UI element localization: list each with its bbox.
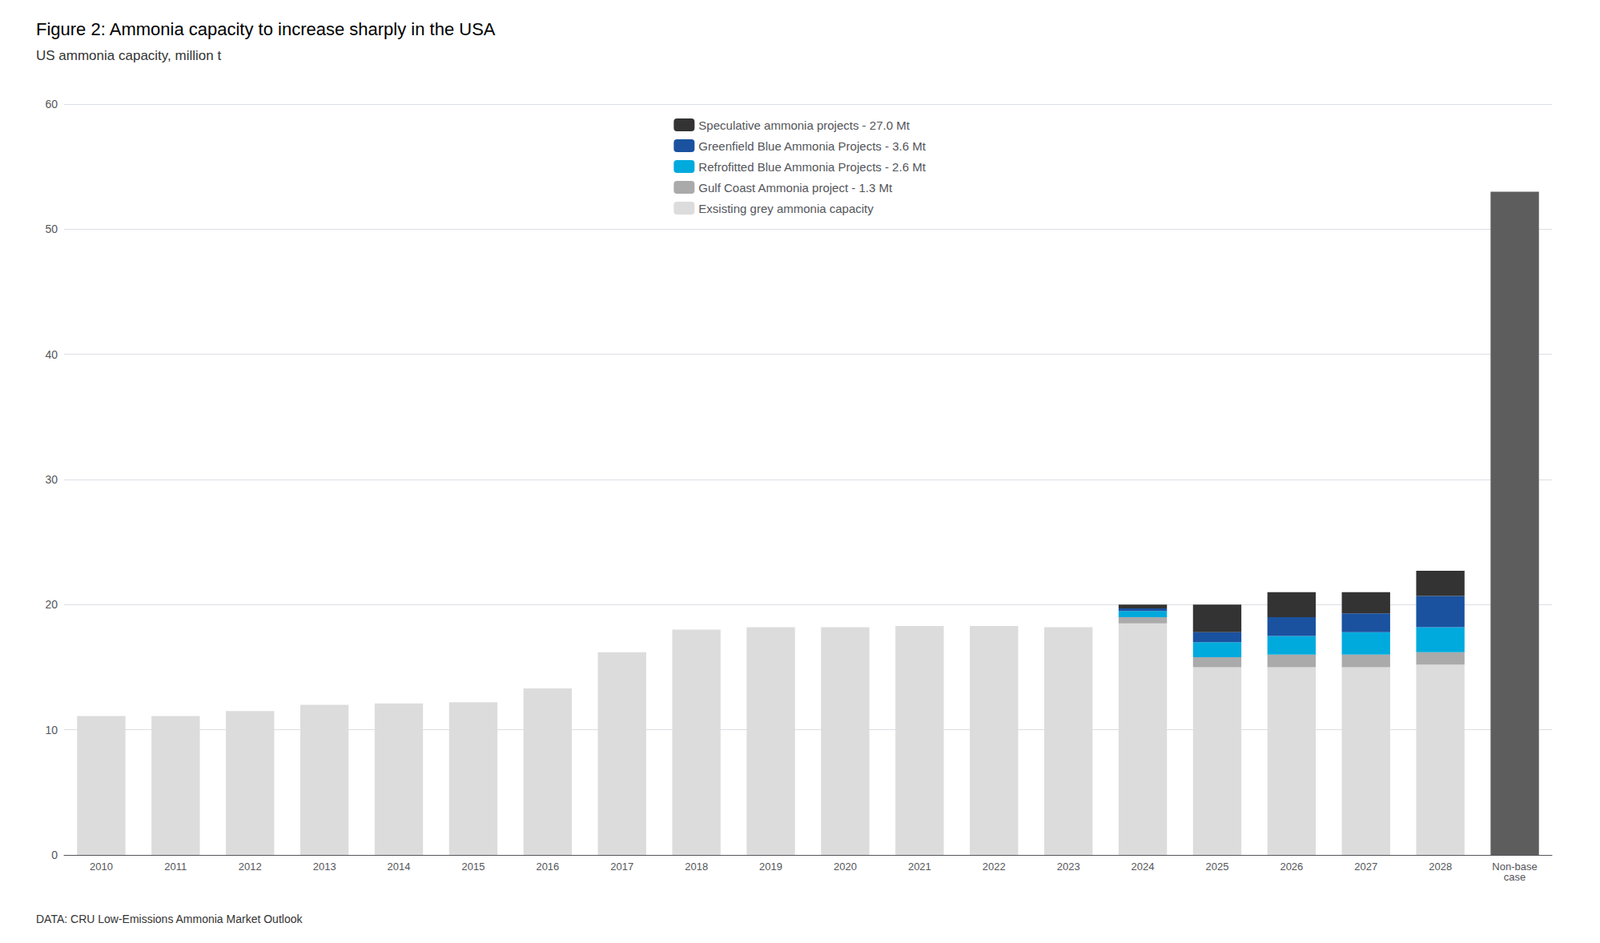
svg-text:DATA: CRU Low-Emissions Ammoni: DATA: CRU Low-Emissions Ammonia Market O… [36, 912, 303, 926]
svg-text:2022: 2022 [982, 860, 1006, 873]
svg-text:20: 20 [44, 598, 58, 612]
svg-text:30: 30 [44, 473, 58, 487]
svg-text:Figure 2: Ammonia capacity to: Figure 2: Ammonia capacity to increase s… [36, 19, 496, 40]
svg-text:US ammonia capacity, million t: US ammonia capacity, million t [36, 48, 222, 64]
svg-text:Gulf Coast Ammonia project - 1: Gulf Coast Ammonia project - 1.3 Mt [698, 180, 893, 195]
svg-text:2015: 2015 [461, 860, 485, 873]
svg-text:2017: 2017 [610, 860, 634, 873]
svg-text:40: 40 [44, 348, 58, 362]
svg-text:2020: 2020 [833, 860, 857, 873]
svg-text:Refrofitted Blue Ammonia Proje: Refrofitted Blue Ammonia Projects - 2.6 … [698, 160, 926, 174]
svg-text:2026: 2026 [1279, 860, 1303, 873]
svg-text:2028: 2028 [1428, 860, 1452, 873]
svg-text:2014: 2014 [387, 860, 411, 873]
svg-text:2013: 2013 [313, 860, 337, 873]
svg-text:2023: 2023 [1057, 860, 1081, 873]
svg-text:2011: 2011 [164, 860, 187, 873]
svg-text:0: 0 [51, 848, 58, 862]
svg-text:2027: 2027 [1354, 860, 1378, 873]
svg-text:Greenfield Blue Ammonia Projec: Greenfield Blue Ammonia Projects - 3.6 M… [698, 139, 926, 153]
svg-text:2019: 2019 [759, 860, 783, 873]
svg-text:2025: 2025 [1205, 860, 1229, 873]
svg-text:2012: 2012 [238, 860, 262, 873]
svg-text:2021: 2021 [908, 860, 932, 873]
svg-text:2018: 2018 [684, 860, 708, 873]
svg-text:10: 10 [44, 723, 58, 737]
svg-text:Speculative ammonia projects -: Speculative ammonia projects - 27.0 Mt [698, 118, 910, 133]
svg-text:2016: 2016 [535, 860, 559, 873]
svg-text:60: 60 [44, 97, 58, 111]
svg-text:50: 50 [44, 222, 58, 236]
svg-text:2024: 2024 [1131, 860, 1155, 873]
svg-text:case: case [1503, 871, 1526, 884]
svg-text:2010: 2010 [89, 860, 113, 873]
svg-text:Non-base: Non-base [1492, 860, 1538, 873]
svg-text:Exsisting grey ammonia capacit: Exsisting grey ammonia capacity [698, 201, 874, 216]
